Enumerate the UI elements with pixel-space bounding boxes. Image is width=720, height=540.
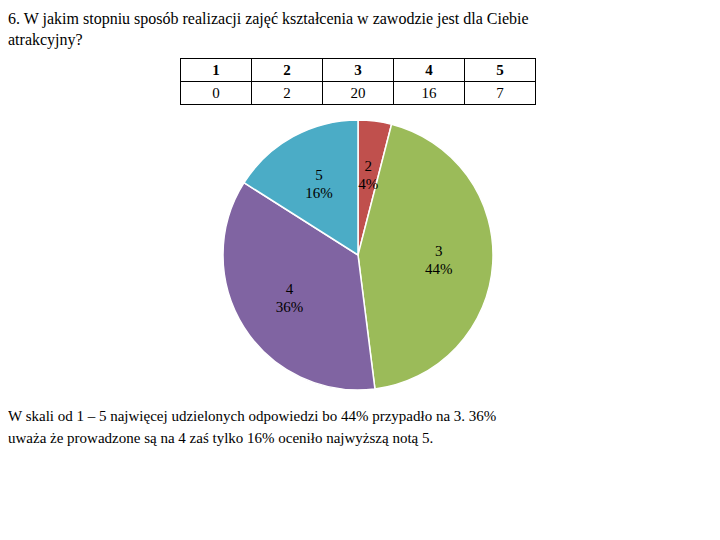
html-text:4: 4 — [425, 61, 433, 78]
html-text:W skali od 1 – 5 najwięcej udz: W skali od 1 – 5 najwięcej udzielonych o… — [8, 408, 497, 446]
html-text:0: 0 — [212, 84, 220, 101]
html-text:5: 5 — [496, 61, 504, 78]
html-text:16: 16 — [421, 84, 437, 101]
html-text:20: 20 — [350, 84, 366, 101]
html-text:2: 2 — [283, 84, 291, 101]
html-text:2: 2 — [283, 61, 291, 78]
html-text:6. W jakim stopniu sposób real: 6. W jakim stopniu sposób realizacji zaj… — [8, 10, 529, 48]
html-text:3: 3 — [354, 61, 362, 78]
html-text:7: 7 — [496, 84, 504, 101]
svg-text:436%: 436% — [276, 281, 304, 315]
svg-text:24%: 24% — [358, 158, 378, 192]
svg-text:344%: 344% — [425, 243, 453, 277]
html-text:1: 1 — [212, 61, 220, 78]
svg-text:516%: 516% — [305, 167, 333, 201]
